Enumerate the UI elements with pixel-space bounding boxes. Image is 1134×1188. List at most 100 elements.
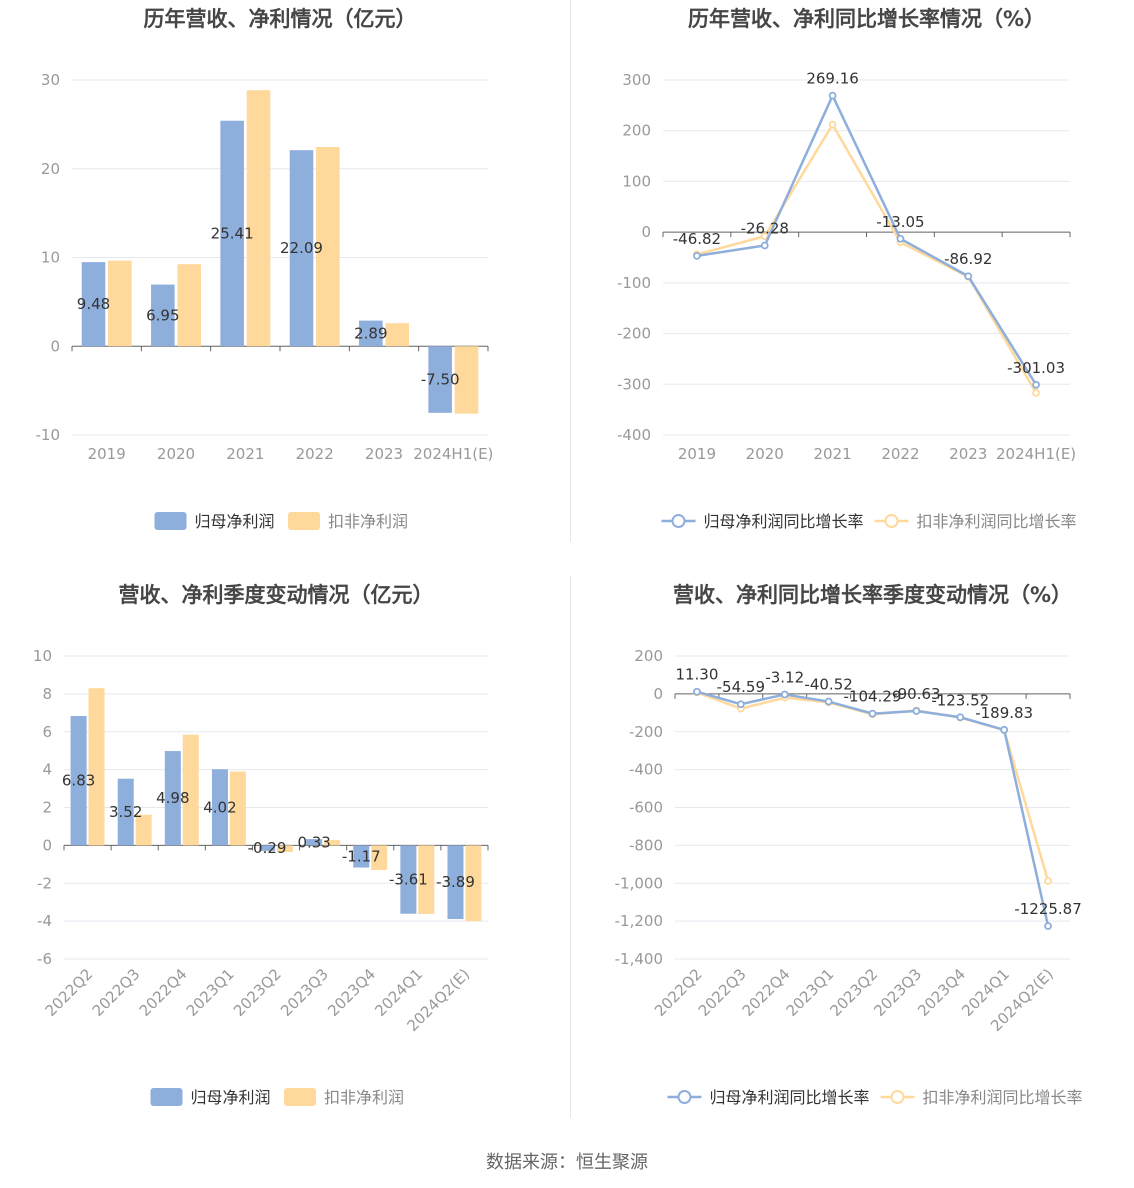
data-label: 0.33 — [297, 833, 330, 851]
y-tick-label: -200 — [617, 325, 651, 343]
x-tick-label: 2022Q2 — [42, 965, 97, 1020]
bar-parent-net-profit — [359, 320, 383, 347]
legend-item: 归母净利润 — [150, 1088, 271, 1107]
legend-swatch — [154, 512, 187, 530]
point-parent-net-profit-growth — [693, 687, 701, 696]
data-label: -90.63 — [892, 685, 940, 703]
legend-label: 扣非净利润 — [324, 1088, 404, 1107]
point-parent-net-profit-growth — [693, 251, 701, 260]
point-parent-net-profit-growth — [912, 707, 921, 715]
y-tick-label: -2 — [37, 874, 52, 892]
x-tick-label: 2023Q3 — [277, 965, 332, 1020]
y-tick-label: 0 — [42, 836, 52, 854]
data-label: -26.28 — [741, 219, 789, 237]
legend-label: 归母净利润同比增长率 — [704, 512, 864, 531]
legend-swatch — [284, 1088, 316, 1106]
x-tick-label: 2021 — [813, 445, 851, 463]
point-deducted-net-profit-growth — [1044, 877, 1052, 885]
bar-parent-net-profit — [353, 845, 370, 868]
x-tick-label: 2022Q2 — [651, 965, 706, 1020]
bar-deducted-net-profit — [454, 346, 479, 414]
legend-label: 归母净利润 — [191, 1088, 271, 1107]
point-deducted-net-profit-growth — [828, 120, 837, 129]
data-label: -86.92 — [944, 250, 992, 268]
y-tick-label: 10 — [33, 647, 52, 665]
legend-label: 扣非净利润 — [328, 512, 408, 531]
chart-svg: 营收、净利季度变动情况（亿元） 10 8 6 4 2 0 -2 -4 -62022Q22022Q3… — [33, 583, 489, 1107]
y-tick-label: -10 — [36, 426, 61, 444]
line-parent-net-profit-growth — [696, 690, 1050, 927]
point-parent-net-profit-growth — [868, 709, 877, 718]
data-label: 269.16 — [806, 70, 859, 88]
x-tick-label: 2021 — [226, 445, 264, 463]
divider-bottom — [570, 576, 571, 1118]
legend-item: 扣非净利润 — [288, 512, 408, 531]
y-tick-label: -400 — [629, 761, 663, 779]
bar-parent-net-profit — [81, 262, 106, 347]
legend-item: 归母净利润同比增长率 — [667, 1088, 870, 1107]
chart-panel-quarterly-profit: 营收、净利季度变动情况（亿元） 10 8 6 4 2 0 -2 -4 -6 2022Q2 2022Q3… — [0, 576, 567, 1152]
y-tick-label: 200 — [622, 122, 651, 140]
point-parent-net-profit-growth — [896, 234, 905, 243]
data-label: -104.29 — [844, 688, 902, 706]
x-tick-label: 2020 — [746, 445, 784, 463]
y-tick-label: 4 — [42, 761, 52, 779]
y-tick-label: 0 — [641, 223, 651, 241]
data-label: 25.41 — [211, 224, 254, 242]
bar-deducted-net-profit — [135, 814, 152, 846]
data-label: -40.52 — [804, 676, 852, 694]
data-label: -1225.87 — [1014, 900, 1081, 918]
data-label: 4.02 — [203, 798, 236, 816]
y-tick-label: 200 — [634, 647, 663, 665]
point-parent-net-profit-growth — [736, 700, 745, 709]
data-label: -46.82 — [673, 230, 721, 248]
bar-parent-net-profit — [211, 769, 228, 846]
bar-deducted-net-profit — [177, 264, 201, 347]
x-tick-label: 2022 — [296, 445, 334, 463]
point-parent-net-profit-growth — [760, 241, 769, 250]
point-parent-net-profit-growth — [828, 91, 837, 100]
point-parent-net-profit-growth — [1044, 922, 1052, 930]
data-label: 11.30 — [675, 666, 718, 684]
legend-swatch-marker — [671, 514, 686, 528]
y-tick-label: 0 — [653, 685, 663, 703]
x-tick-label: 2022Q3 — [695, 965, 750, 1020]
data-label: 2.89 — [354, 324, 387, 342]
x-tick-label: 2020 — [157, 445, 195, 463]
point-parent-net-profit-growth — [956, 713, 965, 722]
point-parent-net-profit-growth — [780, 690, 789, 699]
point-parent-net-profit-growth — [964, 272, 973, 281]
legend-label: 归母净利润同比增长率 — [710, 1088, 870, 1107]
bar-parent-net-profit — [151, 284, 175, 347]
bar-parent-net-profit — [164, 751, 181, 846]
y-tick-label: -1,000 — [615, 874, 663, 892]
x-tick-label: 2019 — [678, 445, 716, 463]
line-parent-net-profit-growth — [696, 92, 1038, 386]
data-label: -7.50 — [421, 371, 460, 389]
chart-svg: 历年营收、净利情况（亿元） 30 20 10 0 -10 2019 2020 2021 2022 2… — [36, 7, 494, 531]
data-label: -54.59 — [717, 678, 765, 696]
chart-panel-annual-profit: 历年营收、净利情况（亿元） 30 20 10 0 -10 2019 2020 2021 2022 2… — [0, 0, 567, 576]
data-label: -1.17 — [342, 847, 381, 865]
y-tick-label: -600 — [629, 799, 663, 817]
bar-deducted-net-profit — [465, 845, 482, 922]
chart-panel-annual-growth: 历年营收、净利同比增长率情况（%） 300 200 100 0 -100 -200 -300 -… — [567, 0, 1134, 576]
bar-parent-net-profit — [289, 150, 314, 347]
bar-parent-net-profit — [400, 845, 417, 914]
bar-deducted-net-profit — [324, 840, 341, 846]
point-parent-net-profit-growth — [824, 697, 833, 706]
y-tick-label: -300 — [617, 375, 651, 393]
legend-swatch — [150, 1088, 183, 1106]
legend-label: 归母净利润 — [195, 512, 275, 531]
data-source-note: 数据来源：恒生聚源 — [486, 1152, 648, 1173]
data-label: -0.29 — [248, 839, 287, 857]
bar-parent-net-profit — [306, 839, 323, 846]
x-tick-label: 2019 — [88, 445, 126, 463]
chart-svg: 历年营收、净利同比增长率情况（%） 300 200 100 0 -100 -200 -300 -… — [617, 7, 1077, 531]
bar-deducted-net-profit — [108, 260, 132, 347]
data-label: 6.95 — [146, 306, 179, 324]
bar-deducted-net-profit — [316, 147, 340, 347]
x-tick-label: 2022Q3 — [89, 965, 144, 1020]
data-label: -3.12 — [765, 668, 804, 686]
data-label: 9.48 — [77, 295, 110, 313]
